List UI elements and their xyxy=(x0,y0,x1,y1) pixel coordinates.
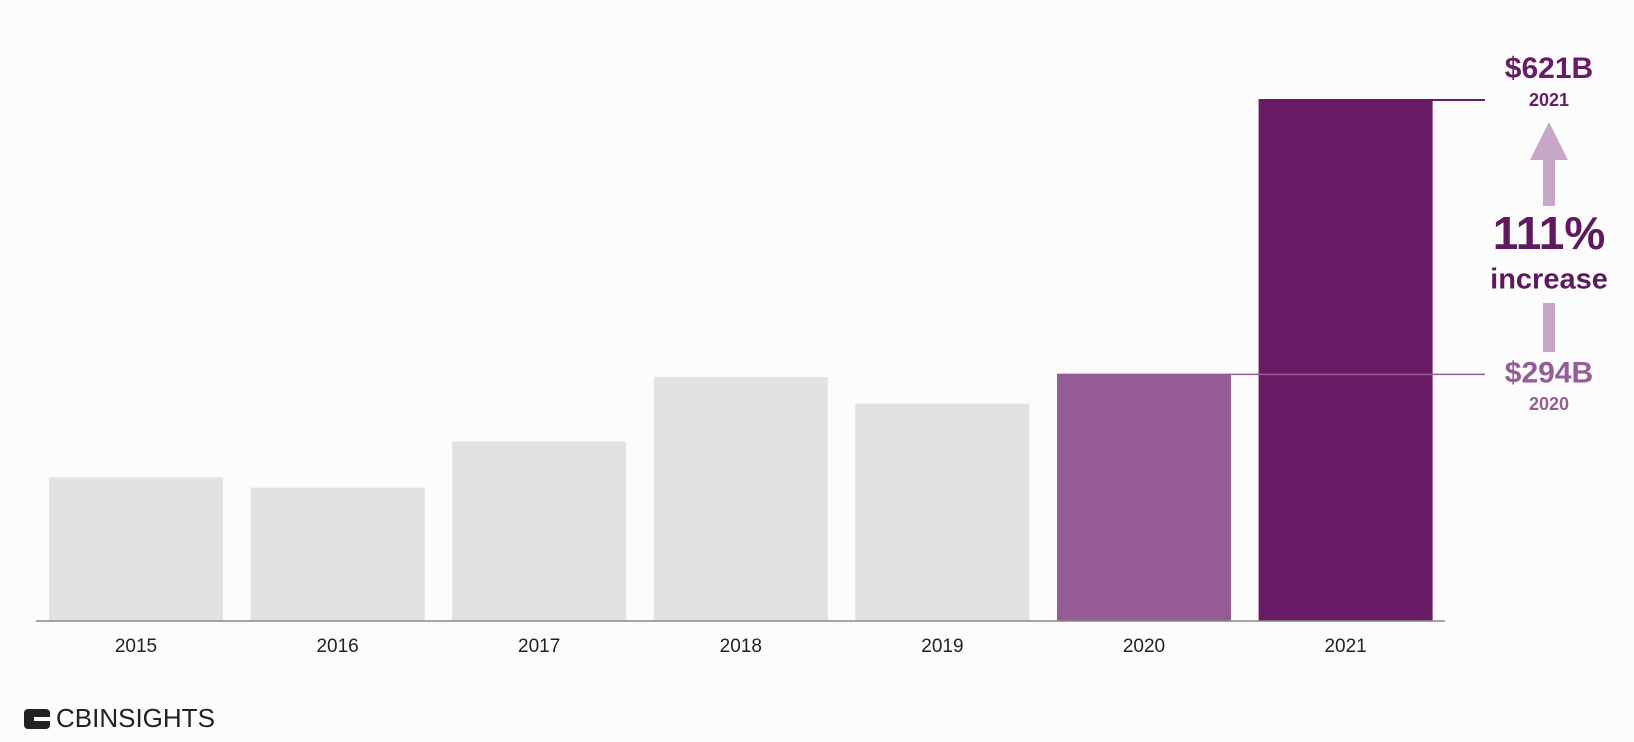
x-tick-label: 2016 xyxy=(316,636,358,657)
x-tick-label: 2015 xyxy=(115,636,157,657)
bar xyxy=(1057,374,1231,621)
bar xyxy=(855,403,1030,621)
bar xyxy=(1258,100,1433,621)
value-year: 2020 xyxy=(1529,394,1569,414)
bar xyxy=(653,376,828,621)
increase-percent: 111% xyxy=(1493,207,1606,259)
value-year: 2021 xyxy=(1529,90,1569,110)
x-tick-label: 2021 xyxy=(1324,636,1366,657)
bar xyxy=(250,487,425,621)
increase-arrow-shaft xyxy=(1543,159,1555,206)
x-tick-label: 2018 xyxy=(720,636,762,657)
x-tick-label: 2019 xyxy=(921,636,963,657)
logo-icon-cut xyxy=(34,717,50,721)
logo: CBINSIGHTS xyxy=(24,703,215,733)
value-label: $621B xyxy=(1505,52,1593,85)
logo-text: CBINSIGHTS xyxy=(56,703,215,733)
increase-arrow xyxy=(1530,122,1568,160)
bar xyxy=(452,441,627,621)
x-tick-label: 2020 xyxy=(1123,636,1165,657)
increase-arrow-shaft xyxy=(1543,303,1555,352)
increase-label: increase xyxy=(1490,264,1608,296)
x-tick-label: 2017 xyxy=(518,636,560,657)
value-label: $294B xyxy=(1505,356,1593,389)
bar xyxy=(49,477,223,621)
